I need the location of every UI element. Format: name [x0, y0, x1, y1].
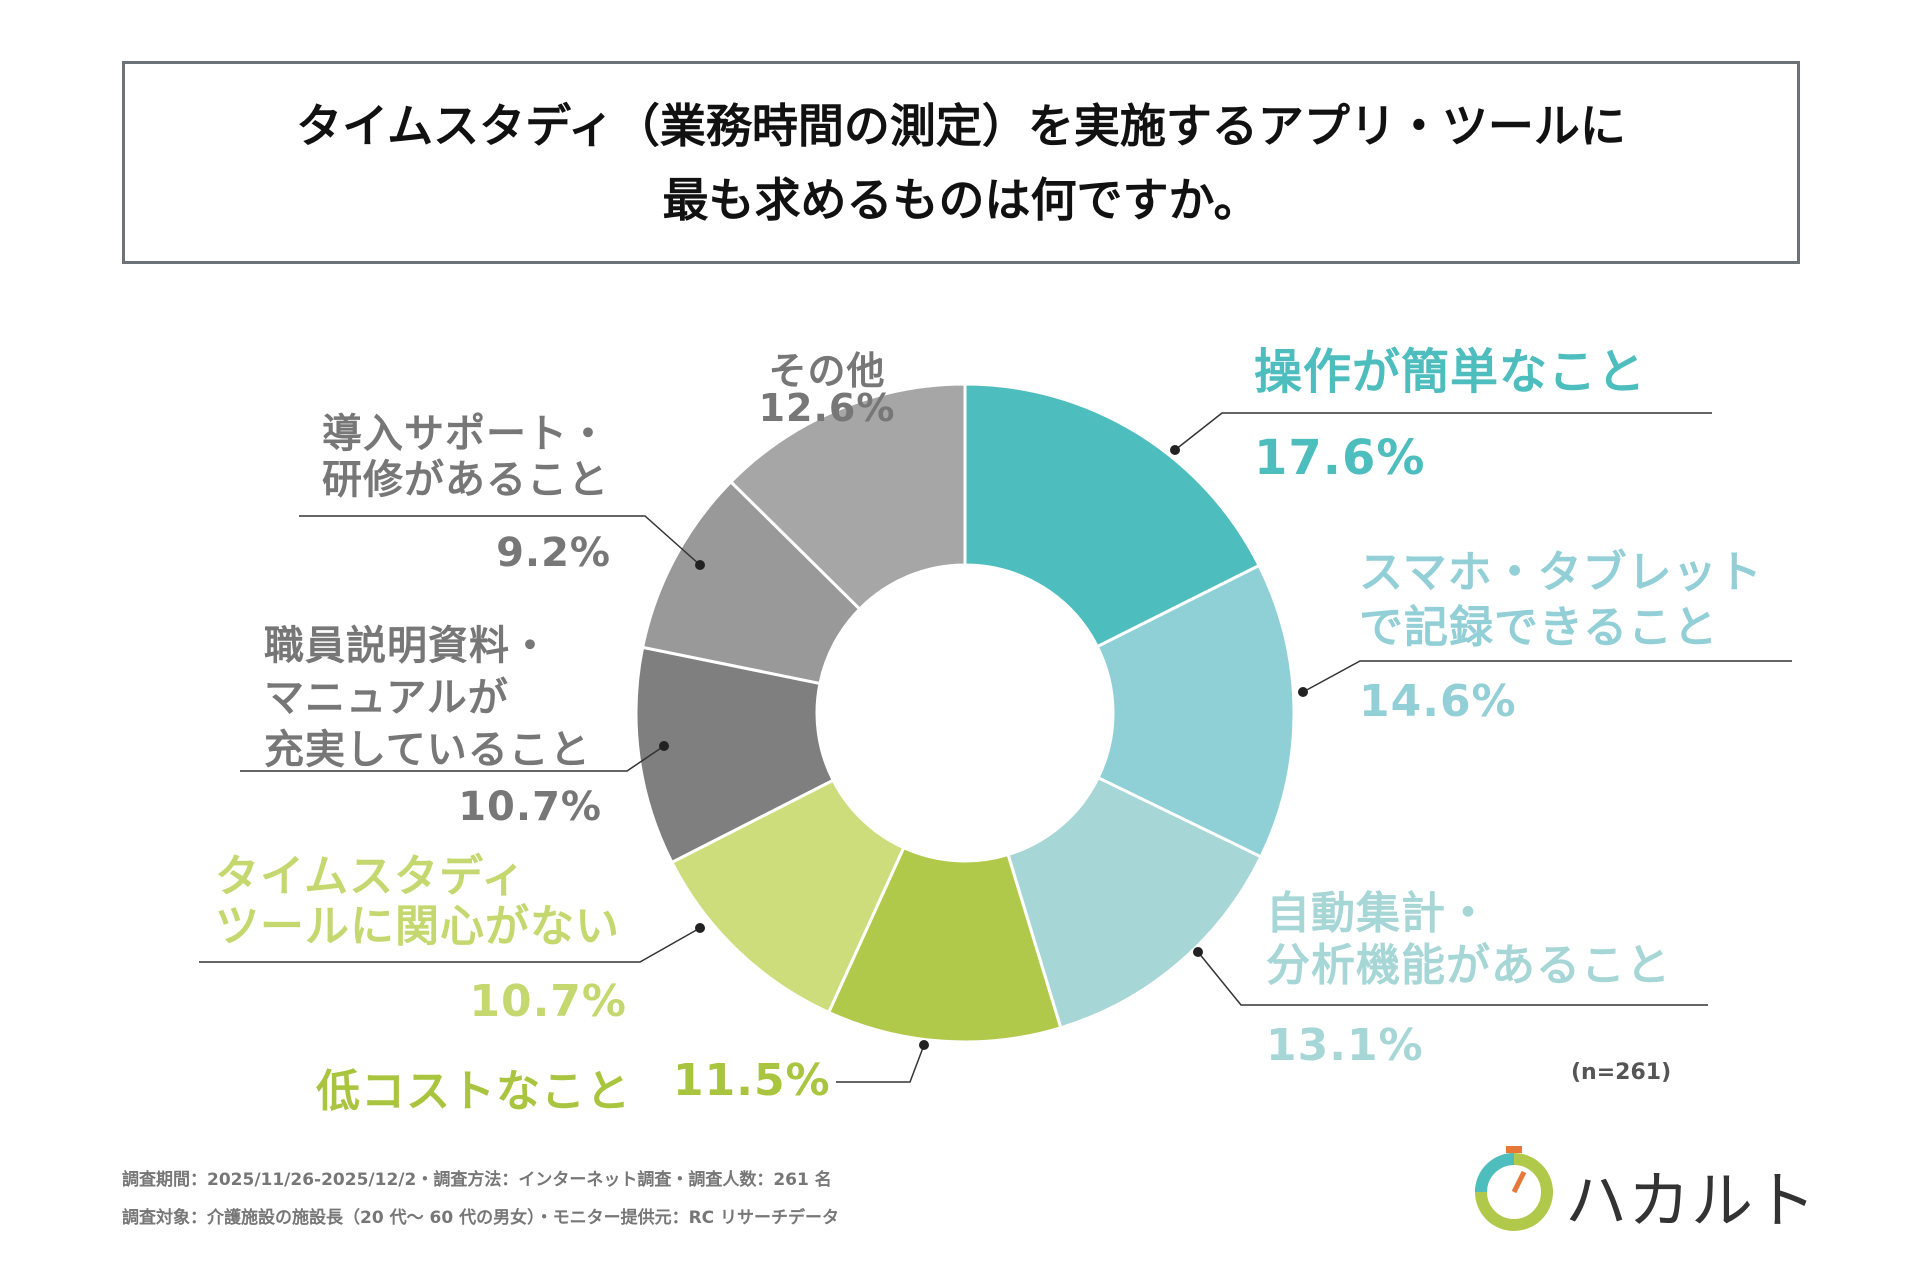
- slice-label: 低コストなこと: [316, 1066, 631, 1117]
- logo-button: [1506, 1146, 1522, 1153]
- chart-title: タイムスタディ（業務時間の測定）を実施するアプリ・ツールに 最も求めるものは何で…: [122, 61, 1800, 264]
- sample-note: (n=261): [1571, 1060, 1672, 1085]
- leader-line: [836, 1044, 925, 1083]
- slice-label: 操作が簡単なこと: [1254, 344, 1647, 400]
- leader-dot: [695, 923, 705, 933]
- slice-label: 職員説明資料・ マニュアルが 充実していること: [264, 623, 591, 773]
- slice: [1095, 563, 1296, 859]
- leader-line: [240, 745, 665, 772]
- value-label: 12.6%: [758, 386, 896, 430]
- leader-line: [1302, 660, 1792, 693]
- footer-line: 調査期間：2025/11/26-2025/12/2・調査方法：インターネット調査…: [122, 1170, 832, 1190]
- leader-dot: [695, 560, 705, 570]
- slice-label: タイムスタディ ツールに関心がない: [215, 851, 620, 952]
- slice: [963, 382, 1262, 649]
- value-label: 17.6%: [1254, 430, 1426, 486]
- slice: [669, 778, 906, 1015]
- leader-dot: [1193, 947, 1203, 957]
- value-label: 10.7%: [469, 976, 627, 1027]
- leader-dot: [919, 1040, 929, 1050]
- slice-label: 導入サポート・ 研修があること: [322, 411, 609, 503]
- leader-line: [1174, 412, 1712, 451]
- slice: [826, 845, 1063, 1044]
- slice-label: 自動集計・ 分析機能があること: [1266, 888, 1671, 991]
- leader-line: [1197, 951, 1708, 1006]
- logo-ring-accent: [1475, 1153, 1515, 1193]
- slice: [1006, 775, 1263, 1030]
- footer-line: 調査対象：介護施設の施設長（20 代～ 60 代の男女）・モニター提供元：RC …: [122, 1208, 840, 1228]
- logo-hand: [1511, 1170, 1527, 1194]
- slice-label: スマホ・タブレット で記録できること: [1359, 547, 1763, 653]
- slice: [634, 645, 836, 865]
- slice-label: その他: [768, 349, 886, 393]
- leader-line: [299, 515, 701, 566]
- slice: [728, 382, 967, 612]
- logo-icon: [1475, 1146, 1553, 1231]
- logo-text: ハカルト: [1565, 1164, 1818, 1237]
- value-label: 9.2%: [496, 530, 611, 576]
- value-label: 14.6%: [1359, 676, 1517, 727]
- value-label: 10.7%: [458, 784, 602, 830]
- value-label: 13.1%: [1266, 1020, 1424, 1071]
- value-label: 11.5%: [673, 1055, 831, 1106]
- leader-dot: [659, 741, 669, 751]
- leader-dot: [1170, 445, 1180, 455]
- leader-dot: [1298, 687, 1308, 697]
- leader-line: [199, 927, 701, 963]
